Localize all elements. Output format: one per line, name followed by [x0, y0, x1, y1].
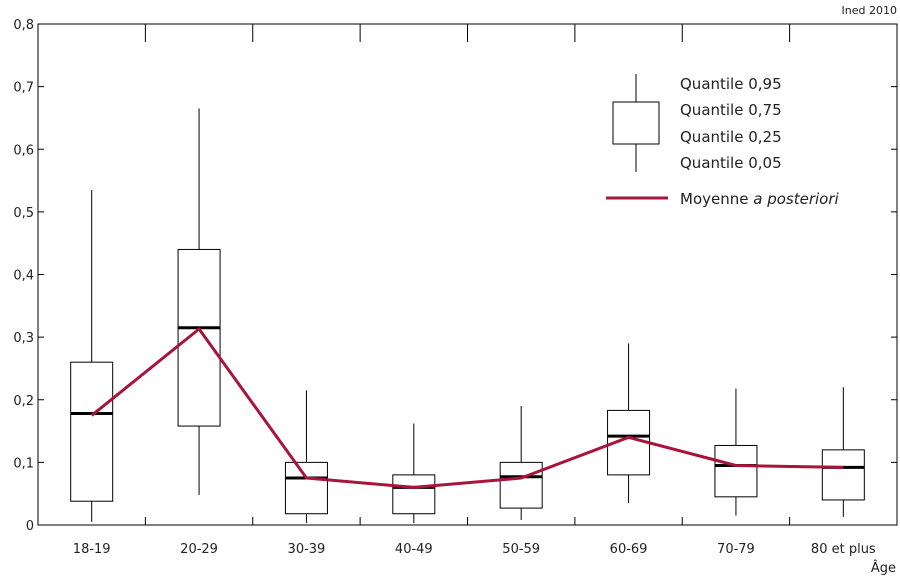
y-tick-label: 0 [26, 519, 34, 534]
x-tick-label: 18-19 [73, 542, 111, 557]
legend-q95-label: Quantile 0,95 [680, 75, 782, 93]
x-axis-title: Âge [871, 560, 896, 576]
y-tick-label: 0,5 [13, 206, 34, 221]
plot-frame [37, 23, 898, 526]
y-tick-label: 0,6 [13, 143, 34, 158]
box-iqr [499, 461, 543, 509]
y-tick-label: 0,3 [13, 331, 34, 346]
x-tick-label: 60-69 [610, 542, 648, 557]
legend-mean-label-plain: Moyenne [680, 190, 753, 208]
source-label: Ined 2010 [842, 4, 897, 17]
mean-series-line [90, 327, 844, 489]
box-iqr [821, 449, 865, 501]
x-tick-label: 30-39 [288, 542, 326, 557]
legend-box [612, 101, 660, 145]
box-iqr [70, 361, 114, 502]
box-iqr [284, 461, 328, 515]
y-tick-label: 0,7 [13, 81, 34, 96]
box-iqr [392, 474, 436, 515]
x-tick-label: 50-59 [502, 542, 540, 557]
y-tick-label: 0,2 [13, 394, 34, 409]
y-tick-label: 0,8 [13, 18, 34, 33]
legend: Quantile 0,95 Quantile 0,75 Quantile 0,2… [606, 74, 840, 208]
x-tick-label: 20-29 [180, 542, 218, 557]
y-tick-label: 0,1 [13, 456, 34, 471]
mean-layer [90, 327, 844, 489]
x-tick-label: 80 et plus [811, 542, 876, 557]
legend-q25-label: Quantile 0,25 [680, 128, 782, 146]
legend-mean-label: Moyenne a posteriori [680, 190, 840, 208]
x-tick-label: 70-79 [717, 542, 755, 557]
legend-q05-label: Quantile 0,05 [680, 154, 782, 172]
box-iqr [177, 248, 221, 427]
legend-q75-label: Quantile 0,75 [680, 101, 782, 119]
legend-mean-label-italic: a posteriori [753, 190, 839, 208]
axes-layer: 0 0,1 0,2 0,3 0,4 0,5 0,6 0,7 0,8 18-19 20-29 30-39… [13, 18, 897, 557]
y-tick-label: 0,4 [13, 269, 34, 284]
box-iqr [714, 444, 758, 498]
x-tick-label: 40-49 [395, 542, 433, 557]
